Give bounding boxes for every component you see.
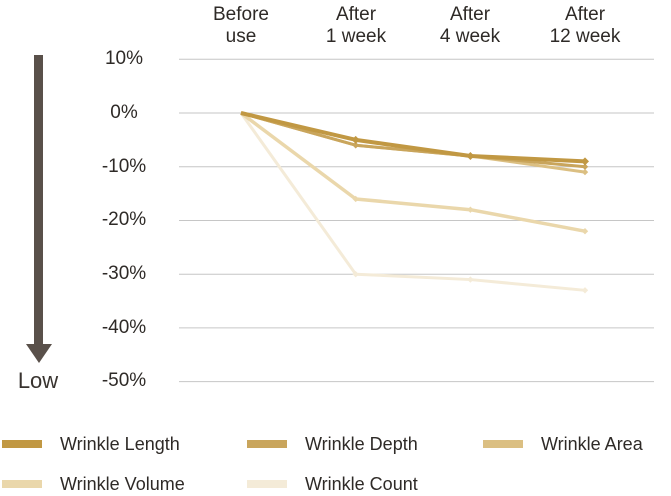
- data-point-wrinkle-length: [581, 157, 589, 166]
- data-point-wrinkle-length: [466, 151, 475, 160]
- data-point-wrinkle-count: [581, 287, 589, 294]
- x-axis-label-after-4-week: After 4 week: [439, 4, 501, 47]
- series-line-wrinkle-depth: [240, 111, 586, 169]
- data-point-wrinkle-count: [352, 270, 359, 278]
- legend-swatch-wrinkle-count: [247, 480, 287, 488]
- legend-item-wrinkle-volume: Wrinkle Volume: [2, 472, 185, 496]
- data-point-wrinkle-area: [581, 168, 589, 176]
- data-point-wrinkle-depth: [581, 163, 589, 170]
- y-tick-label: -10%: [101, 156, 147, 177]
- legend-swatch-wrinkle-depth: [247, 440, 287, 448]
- data-point-wrinkle-depth: [352, 142, 359, 149]
- series-line-wrinkle-volume: [239, 111, 586, 233]
- legend-label: Wrinkle Count: [305, 473, 418, 494]
- legend-item-wrinkle-length: Wrinkle Length: [2, 432, 180, 456]
- data-point-wrinkle-volume: [352, 195, 359, 203]
- data-point-wrinkle-volume: [467, 206, 474, 213]
- legend-item-wrinkle-depth: Wrinkle Depth: [247, 432, 418, 456]
- data-point-wrinkle-length: [351, 135, 360, 144]
- y-tick-label: 10%: [104, 48, 144, 69]
- legend-item-wrinkle-area: Wrinkle Area: [483, 432, 643, 456]
- x-axis-label-before-use: Before use: [213, 4, 269, 47]
- x-axis-label-after-12-week: After 12 week: [549, 4, 621, 47]
- legend-label: Wrinkle Volume: [60, 473, 185, 494]
- legend-item-wrinkle-count: Wrinkle Count: [247, 472, 418, 496]
- axis-direction-label: Low: [17, 368, 59, 393]
- legend-swatch-wrinkle-area: [483, 440, 523, 448]
- y-tick-label: -50%: [101, 370, 147, 391]
- decrease-arrow-head: [26, 344, 52, 363]
- data-point-wrinkle-count: [467, 276, 474, 283]
- legend-label: Wrinkle Length: [60, 433, 180, 454]
- x-axis-label-after-1-week: After 1 week: [325, 4, 387, 47]
- y-tick-label: 0%: [110, 102, 138, 123]
- decrease-arrow-shaft: [34, 55, 43, 344]
- y-tick-label: -20%: [101, 209, 147, 230]
- data-point-wrinkle-volume: [581, 228, 589, 235]
- y-tick-label: -40%: [101, 317, 147, 338]
- series-line-wrinkle-count: [239, 112, 586, 292]
- legend-swatch-wrinkle-length: [2, 440, 42, 448]
- legend-label: Wrinkle Depth: [305, 433, 418, 454]
- legend-label: Wrinkle Area: [541, 433, 643, 454]
- series-line-wrinkle-length: [240, 111, 586, 164]
- y-tick-label: -30%: [101, 263, 147, 284]
- legend-swatch-wrinkle-volume: [2, 480, 42, 488]
